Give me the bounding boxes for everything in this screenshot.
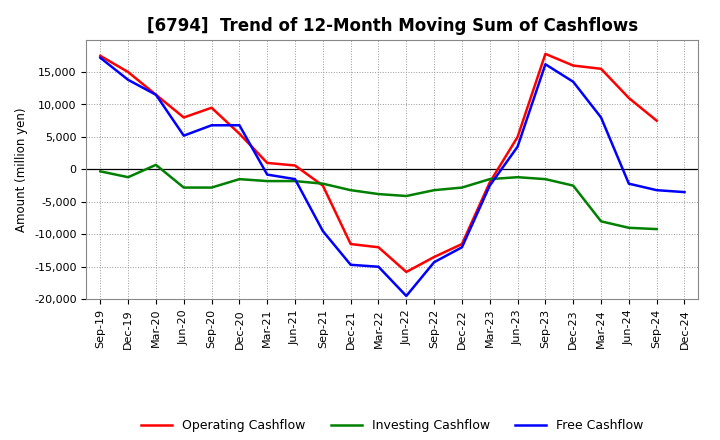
Free Cashflow: [291, 176, 300, 182]
Investing Cashflow: [374, 191, 383, 197]
Legend: Operating Cashflow, Investing Cashflow, Free Cashflow: Operating Cashflow, Investing Cashflow, …: [136, 414, 649, 437]
Operating Cashflow: [430, 254, 438, 260]
Operating Cashflow: [485, 180, 494, 185]
Investing Cashflow: [402, 193, 410, 198]
Line: Investing Cashflow: Investing Cashflow: [100, 165, 657, 229]
Operating Cashflow: [235, 131, 243, 136]
Line: Free Cashflow: Free Cashflow: [100, 58, 685, 296]
Free Cashflow: [96, 55, 104, 60]
Investing Cashflow: [179, 185, 188, 190]
Investing Cashflow: [652, 227, 661, 232]
Operating Cashflow: [179, 115, 188, 120]
Investing Cashflow: [430, 187, 438, 193]
Free Cashflow: [597, 115, 606, 120]
Operating Cashflow: [569, 63, 577, 68]
Free Cashflow: [235, 123, 243, 128]
Free Cashflow: [430, 260, 438, 265]
Investing Cashflow: [513, 175, 522, 180]
Investing Cashflow: [235, 176, 243, 182]
Investing Cashflow: [624, 225, 633, 231]
Operating Cashflow: [458, 242, 467, 247]
Operating Cashflow: [513, 134, 522, 139]
Operating Cashflow: [207, 105, 216, 110]
Free Cashflow: [263, 172, 271, 177]
Operating Cashflow: [402, 269, 410, 275]
Free Cashflow: [569, 79, 577, 84]
Free Cashflow: [318, 228, 327, 234]
Operating Cashflow: [624, 95, 633, 101]
Operating Cashflow: [152, 92, 161, 97]
Operating Cashflow: [541, 51, 550, 56]
Investing Cashflow: [458, 185, 467, 190]
Free Cashflow: [513, 144, 522, 149]
Free Cashflow: [152, 92, 161, 97]
Investing Cashflow: [207, 185, 216, 190]
Investing Cashflow: [96, 169, 104, 174]
Investing Cashflow: [485, 176, 494, 182]
Investing Cashflow: [569, 183, 577, 188]
Free Cashflow: [624, 181, 633, 186]
Free Cashflow: [485, 183, 494, 188]
Investing Cashflow: [124, 175, 132, 180]
Operating Cashflow: [374, 245, 383, 250]
Free Cashflow: [680, 190, 689, 195]
Operating Cashflow: [597, 66, 606, 71]
Operating Cashflow: [124, 70, 132, 75]
Investing Cashflow: [152, 162, 161, 168]
Free Cashflow: [179, 133, 188, 138]
Operating Cashflow: [652, 118, 661, 123]
Free Cashflow: [346, 262, 355, 268]
Free Cashflow: [207, 123, 216, 128]
Investing Cashflow: [318, 181, 327, 186]
Investing Cashflow: [263, 179, 271, 184]
Operating Cashflow: [318, 183, 327, 188]
Investing Cashflow: [291, 179, 300, 184]
Operating Cashflow: [346, 242, 355, 247]
Line: Operating Cashflow: Operating Cashflow: [100, 54, 657, 272]
Investing Cashflow: [346, 187, 355, 193]
Operating Cashflow: [96, 53, 104, 59]
Free Cashflow: [458, 245, 467, 250]
Free Cashflow: [124, 77, 132, 82]
Investing Cashflow: [597, 219, 606, 224]
Free Cashflow: [652, 187, 661, 193]
Y-axis label: Amount (million yen): Amount (million yen): [16, 107, 29, 231]
Operating Cashflow: [263, 160, 271, 165]
Free Cashflow: [402, 293, 410, 299]
Free Cashflow: [541, 62, 550, 67]
Free Cashflow: [374, 264, 383, 269]
Title: [6794]  Trend of 12-Month Moving Sum of Cashflows: [6794] Trend of 12-Month Moving Sum of C…: [147, 17, 638, 35]
Investing Cashflow: [541, 176, 550, 182]
Operating Cashflow: [291, 163, 300, 168]
